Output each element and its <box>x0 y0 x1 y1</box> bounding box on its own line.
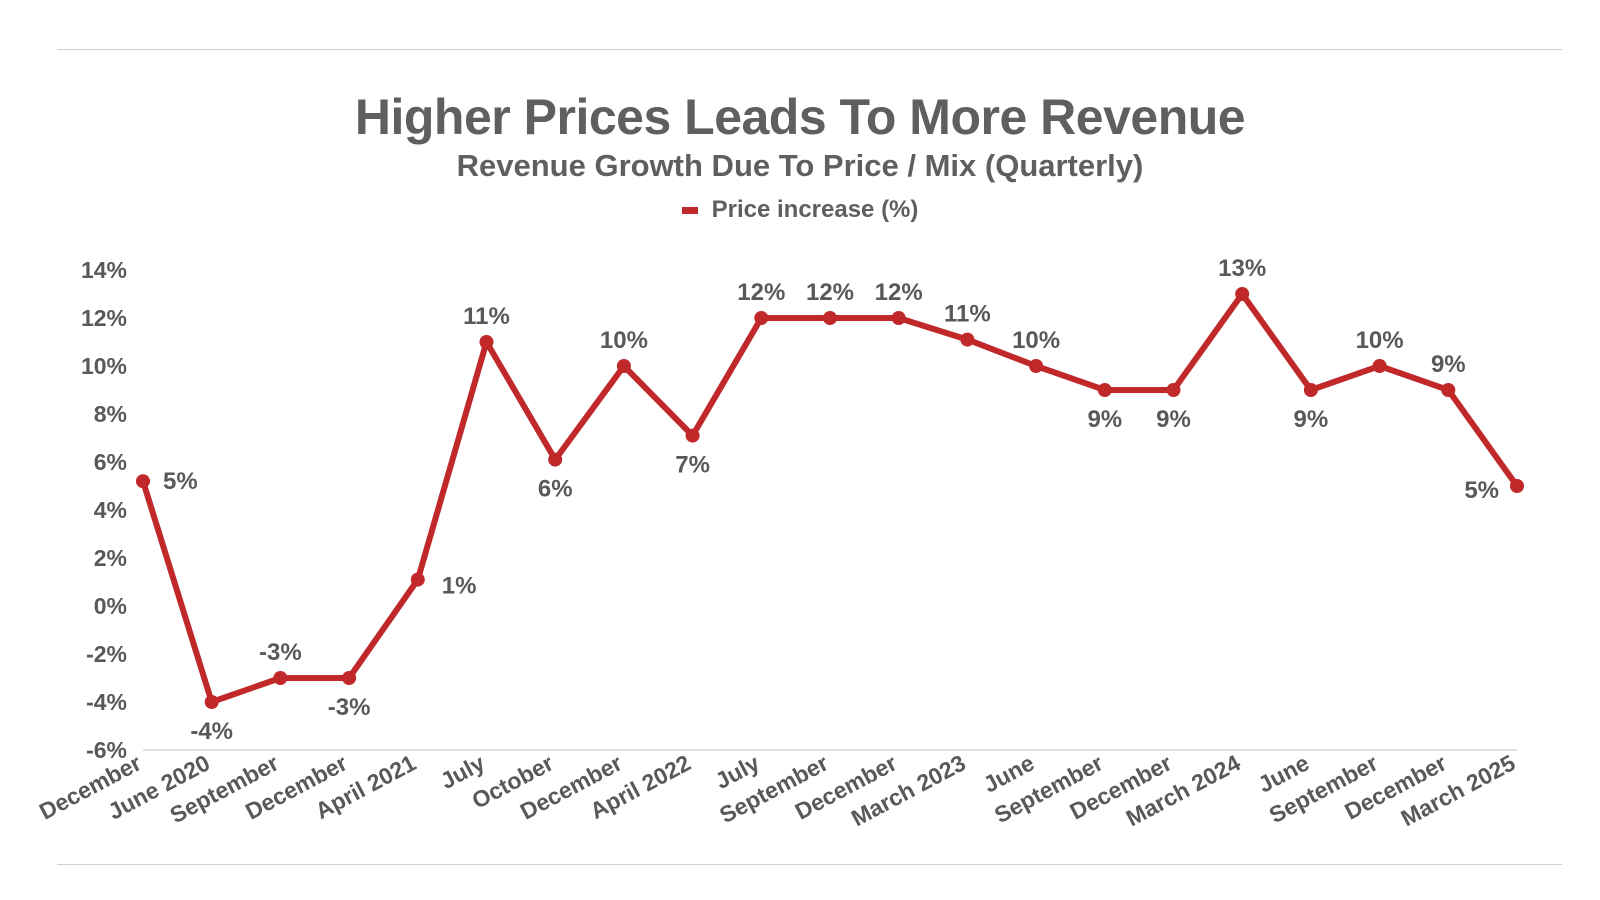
data-label: -3% <box>259 639 302 666</box>
data-point <box>1166 383 1181 397</box>
data-label: 9% <box>1087 406 1122 433</box>
data-label: 9% <box>1294 406 1329 433</box>
data-point <box>1303 383 1318 397</box>
y-tick-label: 6% <box>94 449 127 475</box>
data-point <box>1441 383 1456 397</box>
legend-label: Price increase (%) <box>711 196 919 223</box>
y-tick-label: 2% <box>94 545 127 571</box>
data-label: 5% <box>163 468 198 495</box>
data-label: 11% <box>463 303 510 330</box>
chart-title: Higher Prices Leads To More Revenue <box>354 89 1246 145</box>
data-label: 11% <box>944 301 991 328</box>
data-point <box>342 671 357 685</box>
data-point <box>823 311 837 325</box>
legend: Price increase (%) <box>0 196 1600 224</box>
data-point <box>685 428 700 443</box>
y-tick-label: 8% <box>94 401 127 427</box>
y-tick-label: 12% <box>81 305 127 331</box>
y-tick-label: 4% <box>94 497 127 523</box>
data-label: 12% <box>875 279 923 306</box>
legend-swatch <box>681 206 698 214</box>
data-label: 12% <box>806 279 854 306</box>
data-label: -4% <box>190 718 233 745</box>
y-tick-label: 10% <box>81 353 127 379</box>
bottom-divider <box>57 864 1562 865</box>
data-point <box>1029 359 1044 373</box>
data-label: 6% <box>538 476 573 503</box>
data-label: 13% <box>1218 255 1266 282</box>
data-point <box>204 695 219 709</box>
data-point <box>410 572 425 587</box>
top-divider <box>57 49 1562 50</box>
y-tick-label: -6% <box>86 737 127 763</box>
data-label: 10% <box>1012 327 1060 354</box>
data-point <box>1235 287 1250 301</box>
data-point <box>1372 359 1387 373</box>
series-line <box>140 291 1520 705</box>
data-label: 7% <box>675 452 710 479</box>
data-point <box>136 474 150 489</box>
data-label: 9% <box>1431 351 1466 378</box>
y-tick-label: 14% <box>81 257 127 283</box>
data-point <box>548 452 563 467</box>
data-point <box>479 335 494 349</box>
data-label: 9% <box>1156 406 1191 433</box>
data-label: 12% <box>737 279 785 306</box>
data-label: 10% <box>600 327 648 354</box>
data-point <box>960 332 975 347</box>
data-label: 1% <box>442 573 477 600</box>
data-point <box>1510 479 1524 493</box>
data-point <box>273 671 288 685</box>
data-point <box>754 311 769 325</box>
y-tick-label: -4% <box>86 689 127 715</box>
chart-subtitle: Revenue Growth Due To Price / Mix (Quart… <box>456 148 1144 183</box>
data-label: 5% <box>1464 477 1499 504</box>
data-point <box>1097 383 1112 397</box>
data-point <box>891 311 906 325</box>
y-tick-label: 0% <box>94 593 127 619</box>
y-tick-label: -2% <box>86 641 127 667</box>
data-point <box>616 359 631 373</box>
data-label: 10% <box>1356 327 1404 354</box>
data-label: -3% <box>328 694 371 721</box>
